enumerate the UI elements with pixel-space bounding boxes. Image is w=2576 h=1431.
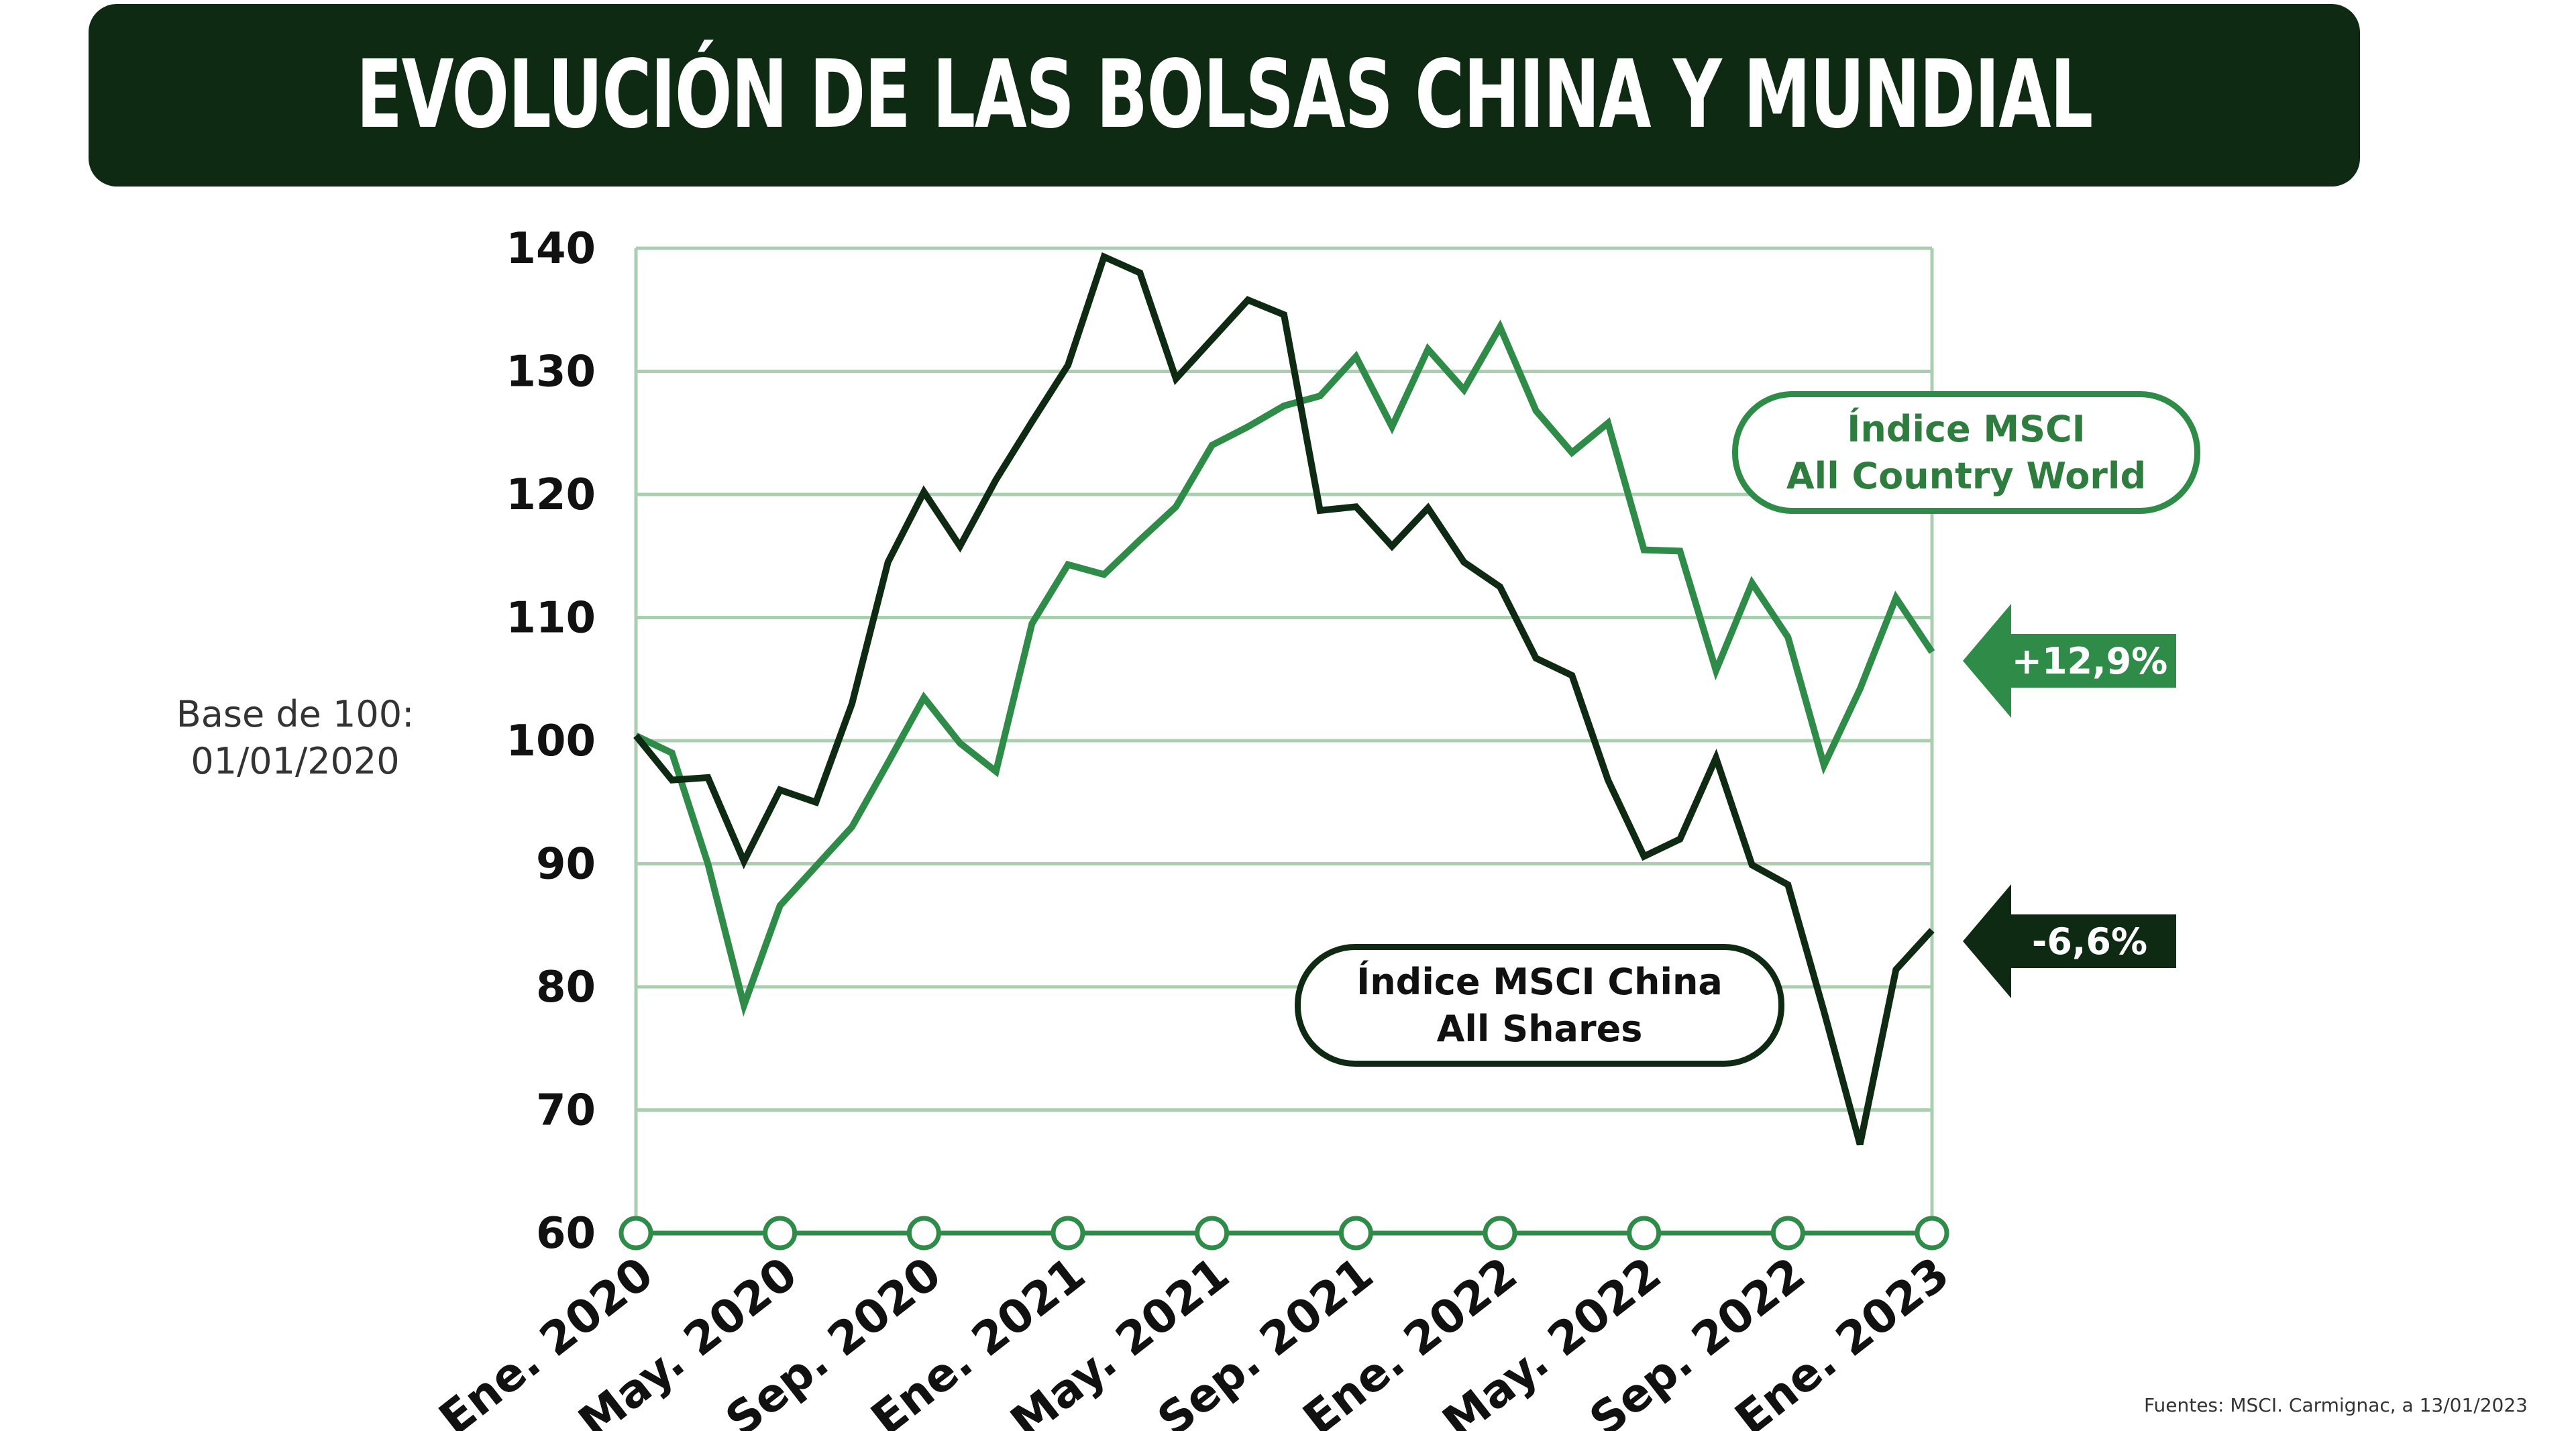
x-tick-marker xyxy=(1915,1216,1949,1251)
y-tick-label: 140 xyxy=(506,224,596,274)
callout-world-line-2: All Country World xyxy=(1786,454,2147,497)
y-tick-label: 60 xyxy=(536,1209,596,1259)
callout-world-index: Índice MSCI All Country World xyxy=(1732,391,2200,514)
x-tick-marker xyxy=(1338,1216,1373,1251)
y-tick-label: 70 xyxy=(536,1086,596,1136)
x-tick-marker xyxy=(1051,1216,1085,1251)
callout-china-line-1: Índice MSCI China xyxy=(1356,960,1723,1003)
page-title: EVOLUCIÓN DE LAS BOLSAS CHINA Y MUNDIAL xyxy=(356,40,2093,150)
grid-lines xyxy=(634,246,1934,1233)
china-change-arrow xyxy=(1963,884,2176,998)
base-note-line-2: 01/01/2020 xyxy=(191,740,400,782)
x-tick-marker xyxy=(1195,1216,1230,1251)
y-tick-label: 130 xyxy=(506,348,596,397)
china-change-label: -6,6% xyxy=(2031,920,2148,963)
title-bar: EVOLUCIÓN DE LAS BOLSAS CHINA Y MUNDIAL xyxy=(89,4,2360,187)
y-tick-label: 80 xyxy=(536,963,596,1012)
world-change-label: +12,9% xyxy=(2011,639,2168,682)
world-change-arrow xyxy=(1963,604,2176,718)
series-lines xyxy=(633,252,1935,1146)
callout-china-line-2: All Shares xyxy=(1436,1007,1643,1050)
x-tick-marker xyxy=(1770,1216,1805,1251)
callout-china-index: Índice MSCI China All Shares xyxy=(1295,944,1784,1067)
x-tick-marker xyxy=(763,1216,798,1251)
x-tick-marker xyxy=(619,1216,653,1251)
change-arrows xyxy=(1963,604,2176,998)
y-tick-label: 90 xyxy=(536,840,596,890)
source-note: Fuentes: MSCI. Carmignac, a 13/01/2023 xyxy=(2143,1394,2528,1416)
y-tick-label: 120 xyxy=(506,470,596,520)
callout-world-line-1: Índice MSCI xyxy=(1847,407,2086,450)
y-axis-ticks: 60 70 80 90 100 110 120 130 140 xyxy=(506,224,596,1259)
x-tick-marker xyxy=(906,1216,941,1251)
base-note-line-1: Base de 100: xyxy=(176,693,415,735)
x-tick-marker xyxy=(1483,1216,1517,1251)
world-index-line xyxy=(634,319,1935,1017)
china-index-line xyxy=(633,252,1935,1146)
x-tick-marker xyxy=(1627,1216,1662,1251)
y-tick-label: 100 xyxy=(506,717,596,766)
y-tick-label: 110 xyxy=(506,594,596,643)
base-note: Base de 100: 01/01/2020 xyxy=(154,691,436,785)
